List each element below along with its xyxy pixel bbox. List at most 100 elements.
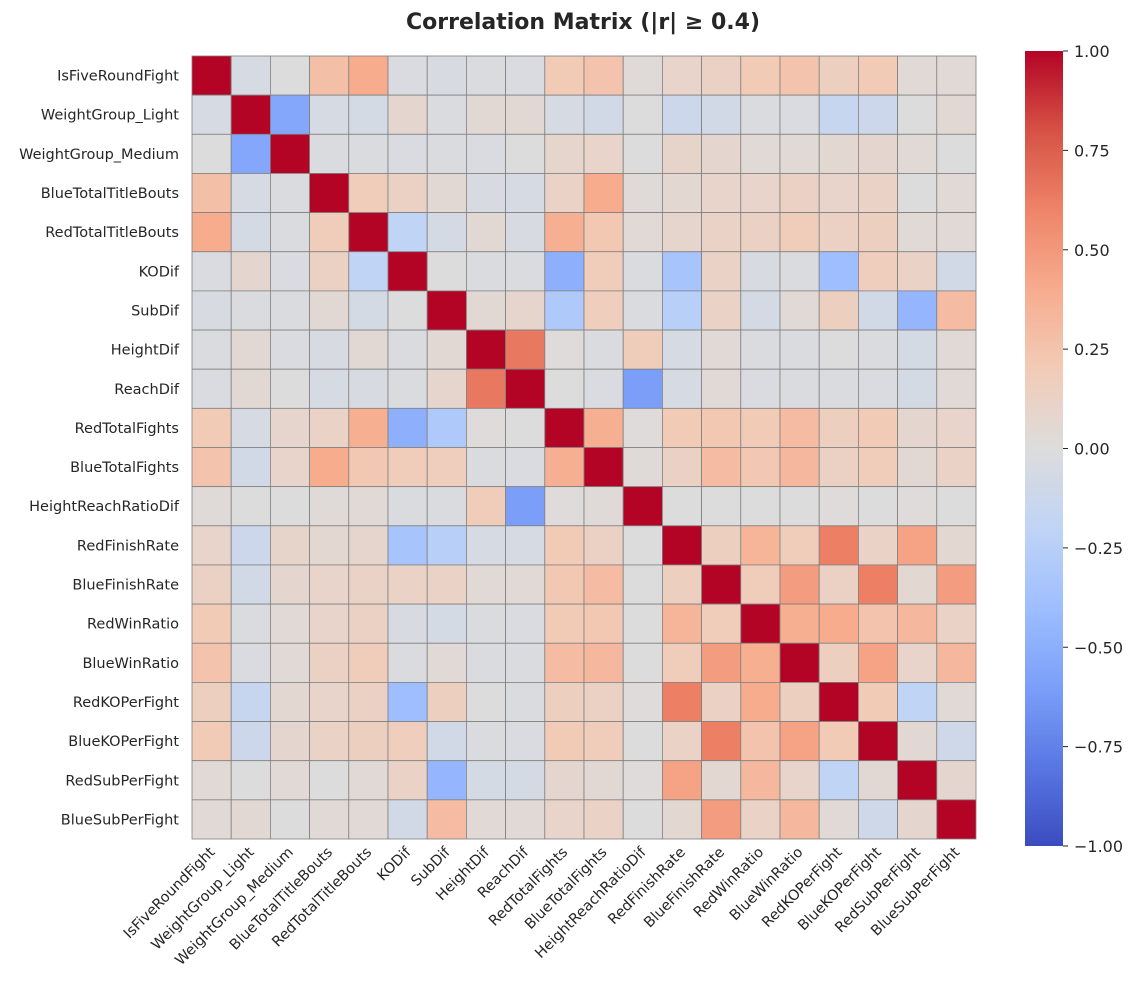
- heatmap-cell-16-7: [465, 682, 506, 722]
- heatmap-cell-6-14: [740, 290, 781, 331]
- heatmap-cell-4-17: [858, 212, 899, 253]
- heatmap-cell-13-8: [505, 564, 546, 605]
- heatmap-cell-9-18: [897, 407, 938, 448]
- heatmap-cell-10-11: [622, 447, 663, 488]
- heatmap-cell-6-13: [701, 290, 742, 331]
- heatmap-cell-4-10: [583, 212, 624, 253]
- heatmap-cell-10-17: [858, 447, 899, 488]
- heatmap-cell-5-4: [348, 251, 389, 292]
- heatmap-cell-0-14: [740, 55, 781, 96]
- heatmap-cell-18-2: [269, 760, 310, 801]
- heatmap-cell-3-18: [897, 173, 938, 213]
- heatmap-cell-17-19: [936, 721, 977, 762]
- heatmap-cell-15-6: [426, 642, 467, 683]
- heatmap-cell-19-15: [779, 799, 820, 840]
- heatmap-cell-0-16: [818, 55, 859, 96]
- y-tick-label: BlueSubPerFight: [61, 812, 180, 828]
- y-tick-label: WeightGroup_Medium: [19, 147, 179, 163]
- heatmap-cell-1-13: [701, 94, 742, 135]
- heatmap-cell-9-9: [544, 407, 585, 448]
- heatmap-cell-5-3: [309, 251, 350, 292]
- heatmap-cell-7-7: [465, 329, 506, 370]
- heatmap-cell-18-1: [230, 760, 271, 801]
- heatmap-cell-3-9: [544, 173, 585, 213]
- heatmap-cell-1-16: [818, 94, 859, 135]
- y-tick-label: KODif: [139, 264, 180, 280]
- heatmap-cell-15-10: [583, 642, 624, 683]
- heatmap-cell-14-4: [348, 603, 389, 644]
- heatmap-cell-5-5: [387, 251, 428, 292]
- heatmap-cell-19-1: [230, 799, 271, 840]
- heatmap-cell-9-10: [583, 407, 624, 448]
- heatmap-cell-5-12: [662, 251, 703, 292]
- colorbar-tick-label: −1.00: [1074, 837, 1123, 856]
- heatmap-cell-7-11: [622, 329, 663, 370]
- heatmap-cell-10-3: [309, 447, 350, 488]
- heatmap-cell-7-16: [818, 329, 859, 370]
- heatmap-cell-18-16: [818, 760, 859, 801]
- heatmap-cell-17-0: [191, 721, 232, 762]
- heatmap-cell-11-5: [387, 486, 428, 527]
- heatmap-cell-4-11: [622, 212, 663, 253]
- heatmap-cell-6-2: [269, 290, 310, 331]
- heatmap-cell-3-13: [701, 173, 742, 213]
- heatmap-cell-5-13: [701, 251, 742, 292]
- heatmap-cell-2-5: [387, 133, 428, 174]
- heatmap-cell-19-16: [818, 799, 859, 840]
- heatmap-cell-6-12: [662, 290, 703, 331]
- heatmap-cell-3-17: [858, 173, 899, 213]
- heatmap-cell-16-6: [426, 682, 467, 722]
- heatmap-cell-6-4: [348, 290, 389, 331]
- heatmap-cell-14-0: [191, 603, 232, 644]
- heatmap-cell-11-13: [701, 486, 742, 527]
- heatmap-cell-0-4: [348, 55, 389, 96]
- heatmap-cell-16-18: [897, 682, 938, 722]
- heatmap-cell-12-3: [309, 525, 350, 566]
- heatmap-cell-8-12: [662, 368, 703, 409]
- heatmap-cell-14-14: [740, 603, 781, 644]
- heatmap-cell-0-7: [465, 55, 506, 96]
- heatmap-cell-2-19: [936, 133, 977, 174]
- heatmap-cell-18-5: [387, 760, 428, 801]
- heatmap-cell-14-13: [701, 603, 742, 644]
- heatmap-cell-10-12: [662, 447, 703, 488]
- heatmap-cell-7-8: [505, 329, 546, 370]
- y-axis-tick-labels: IsFiveRoundFight WeightGroup_Light WeightG…: [19, 69, 180, 829]
- heatmap-cell-18-13: [701, 760, 742, 801]
- y-tick-label: BlueTotalFights: [70, 460, 179, 476]
- heatmap-cell-0-9: [544, 55, 585, 96]
- heatmap-cell-15-1: [230, 642, 271, 683]
- heatmap-cell-7-6: [426, 329, 467, 370]
- heatmap-cell-3-6: [426, 173, 467, 213]
- heatmap-cell-13-5: [387, 564, 428, 605]
- y-tick-label: RedSubPerFight: [65, 773, 179, 789]
- heatmap-cell-17-17: [858, 721, 899, 762]
- heatmap-cell-0-0: [191, 55, 232, 96]
- heatmap-cell-14-3: [309, 603, 350, 644]
- heatmap-cell-14-12: [662, 603, 703, 644]
- heatmap-cell-11-1: [230, 486, 271, 527]
- heatmap-cell-8-0: [191, 368, 232, 409]
- heatmap-cell-11-2: [269, 486, 310, 527]
- heatmap-cell-0-12: [662, 55, 703, 96]
- heatmap-cell-11-16: [818, 486, 859, 527]
- heatmap-cell-4-1: [230, 212, 271, 253]
- heatmap-cell-9-0: [191, 407, 232, 448]
- heatmap-cell-5-17: [858, 251, 899, 292]
- heatmap-cell-3-3: [309, 173, 350, 213]
- heatmap-cell-2-10: [583, 133, 624, 174]
- heatmap-cell-11-18: [897, 486, 938, 527]
- heatmap-cell-11-4: [348, 486, 389, 527]
- heatmap-cell-2-9: [544, 133, 585, 174]
- heatmap-cell-9-14: [740, 407, 781, 448]
- heatmap-cell-15-17: [858, 642, 899, 683]
- heatmap-cell-18-12: [662, 760, 703, 801]
- heatmap-cell-18-4: [348, 760, 389, 801]
- heatmap-cell-15-8: [505, 642, 546, 683]
- heatmap-cell-18-19: [936, 760, 977, 801]
- colorbar-tick-label: 0.25: [1074, 340, 1110, 359]
- heatmap-cell-12-14: [740, 525, 781, 566]
- heatmap-cell-16-5: [387, 682, 428, 722]
- heatmap-cell-4-13: [701, 212, 742, 253]
- heatmap-cell-13-16: [818, 564, 859, 605]
